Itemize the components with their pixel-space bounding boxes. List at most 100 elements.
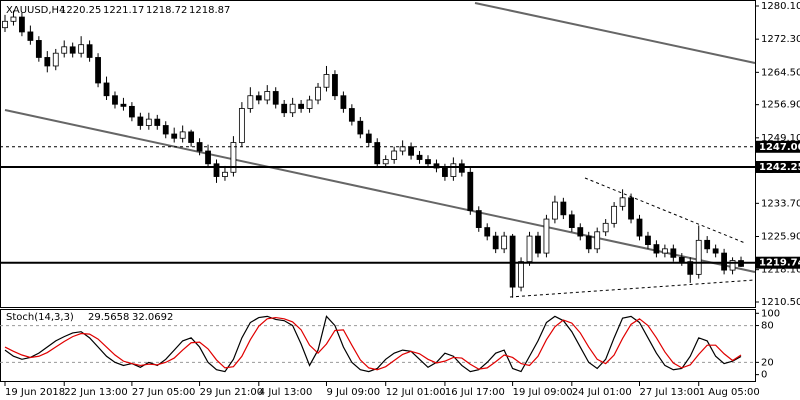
candle-body bbox=[475, 210, 482, 228]
candle-body bbox=[171, 133, 178, 139]
candle-body bbox=[162, 125, 169, 135]
candle-body bbox=[69, 46, 76, 54]
candle-body bbox=[247, 95, 254, 109]
candle-body bbox=[128, 105, 135, 118]
stoch-k-last: 29.5658 bbox=[88, 312, 129, 323]
candle-body bbox=[348, 108, 355, 122]
candle-body bbox=[450, 163, 457, 177]
candle-body bbox=[44, 57, 51, 67]
candle-body bbox=[357, 120, 364, 135]
candle-body bbox=[365, 133, 372, 143]
trend-line bbox=[474, 2, 756, 64]
candle-body bbox=[543, 218, 550, 254]
y-tick-label: 1225.90 bbox=[761, 232, 800, 243]
candle-body bbox=[120, 103, 127, 107]
candle-body bbox=[205, 150, 211, 165]
candle-body bbox=[255, 95, 262, 101]
candle-body bbox=[95, 57, 101, 84]
candle-body bbox=[19, 16, 25, 33]
symbol-title: XAUUSD,H4 bbox=[6, 5, 65, 16]
candle-body bbox=[222, 171, 228, 177]
candle-body bbox=[653, 244, 660, 254]
candle-body bbox=[137, 116, 144, 126]
x-tick-label: 16 Jul 17:00 bbox=[445, 387, 505, 398]
stoch-panel-frame bbox=[0, 309, 756, 382]
candle-body bbox=[391, 150, 398, 160]
candle-body bbox=[238, 108, 245, 143]
candle-body bbox=[594, 231, 601, 250]
trend-line bbox=[4, 109, 756, 273]
candle-body bbox=[425, 159, 431, 165]
candle-body bbox=[552, 201, 558, 220]
candle-body bbox=[61, 46, 68, 54]
x-tick-label: 1 Aug 05:00 bbox=[699, 387, 760, 398]
y-tick-label: 20 bbox=[761, 357, 774, 368]
candle-body bbox=[695, 239, 702, 275]
candle-body bbox=[408, 146, 414, 156]
x-tick-label: 12 Jul 01:00 bbox=[386, 387, 446, 398]
candle-body bbox=[289, 103, 296, 114]
candle-body bbox=[611, 205, 618, 224]
x-tick-label: 27 Jun 05:00 bbox=[132, 387, 196, 398]
x-tick-label: 4 Jul 13:00 bbox=[259, 387, 313, 398]
y-tick-label: 1272.30 bbox=[761, 34, 800, 45]
candle-body bbox=[687, 261, 694, 275]
price-panel-frame bbox=[0, 0, 756, 308]
y-tick-label: 1256.90 bbox=[761, 100, 800, 111]
candle-body bbox=[416, 154, 423, 160]
candle-body bbox=[145, 118, 152, 126]
candle-body bbox=[721, 252, 727, 271]
candle-body bbox=[264, 91, 271, 101]
triangle-line bbox=[584, 177, 746, 244]
candle-body bbox=[467, 171, 474, 211]
x-tick-label: 19 Jun 2018 bbox=[5, 387, 65, 398]
y-tick-label: 100 bbox=[761, 308, 780, 319]
candle-body bbox=[628, 197, 634, 220]
x-tick-label: 27 Jul 13:00 bbox=[640, 387, 700, 398]
candle-body bbox=[535, 235, 541, 254]
last-high: 1221.17 bbox=[103, 5, 144, 16]
y-tick-label: 1264.50 bbox=[761, 67, 800, 78]
candle-body bbox=[382, 159, 389, 165]
candle-body bbox=[729, 260, 736, 271]
level-label: 1219.74 bbox=[759, 258, 800, 269]
candle-body bbox=[670, 248, 677, 258]
candle-body bbox=[577, 227, 584, 237]
candle-body bbox=[340, 95, 347, 109]
candle-body bbox=[323, 74, 330, 88]
x-tick-label: 9 Jul 09:00 bbox=[326, 387, 380, 398]
candle-body bbox=[636, 218, 643, 237]
y-tick-label: 1233.70 bbox=[761, 198, 800, 209]
last-low: 1218.72 bbox=[146, 5, 187, 16]
candle-body bbox=[27, 31, 34, 41]
candle-body bbox=[78, 44, 85, 54]
level-label: 1242.25 bbox=[759, 162, 800, 173]
candle-body bbox=[298, 103, 305, 109]
x-tick-label: 22 Jun 13:00 bbox=[64, 387, 128, 398]
candle-body bbox=[306, 99, 313, 109]
candle-body bbox=[509, 235, 516, 288]
candle-body bbox=[661, 248, 668, 254]
candle-body bbox=[188, 131, 195, 143]
level-tag bbox=[756, 160, 800, 173]
candle-body bbox=[433, 163, 440, 169]
candle-body bbox=[213, 163, 220, 177]
candle-body bbox=[2, 20, 8, 29]
candle-body bbox=[281, 103, 288, 114]
candle-body bbox=[112, 95, 118, 105]
level-tag bbox=[756, 256, 800, 269]
candle-body bbox=[678, 256, 685, 263]
candle-body bbox=[35, 40, 42, 58]
stoch-line bbox=[4, 315, 742, 373]
candle-body bbox=[442, 167, 448, 177]
candle-body bbox=[86, 44, 93, 58]
x-tick-label: 29 Jun 21:00 bbox=[200, 387, 264, 398]
y-tick-label: 1210.50 bbox=[761, 297, 800, 308]
candle-body bbox=[526, 235, 533, 263]
stoch-title: Stoch(14,3,3) bbox=[6, 312, 74, 323]
y-tick-label: 1280.10 bbox=[761, 1, 800, 12]
candle-body bbox=[712, 248, 719, 254]
candle-body bbox=[602, 222, 609, 233]
